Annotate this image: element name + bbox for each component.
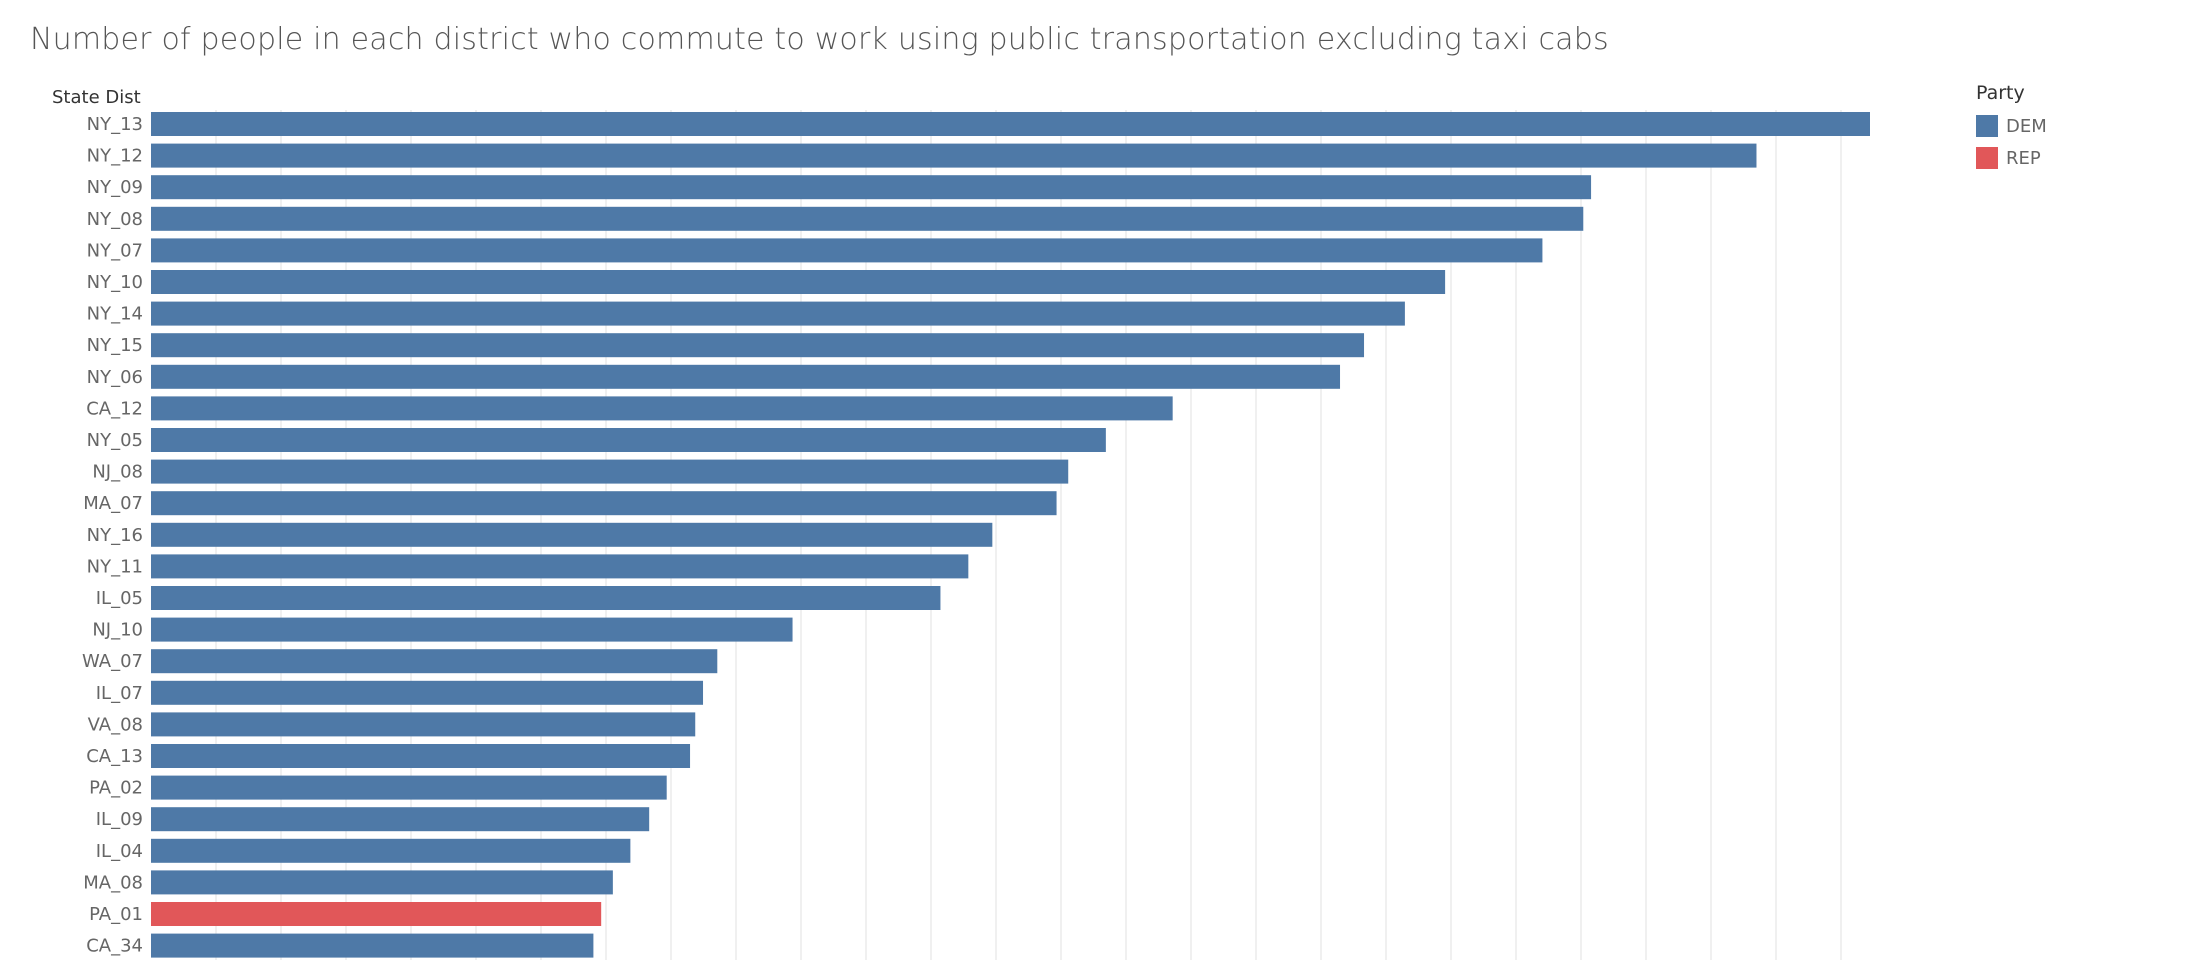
bar-ny-12[interactable] [151, 143, 1757, 168]
bar-ny-14[interactable] [151, 301, 1405, 326]
bar-pa-01[interactable] [151, 902, 602, 926]
category-label: NY_15 [87, 335, 143, 356]
bar-ny-16[interactable] [151, 522, 993, 547]
bar-ca-12[interactable] [151, 396, 1173, 421]
bar-wa-07[interactable] [151, 649, 718, 674]
bar-ny-15[interactable] [151, 333, 1365, 358]
category-label: NY_11 [87, 556, 143, 577]
bar-ny-09[interactable] [151, 175, 1592, 200]
bar-ma-07[interactable] [151, 491, 1057, 516]
bar-ca-34[interactable] [151, 933, 594, 958]
category-label: PA_01 [89, 904, 143, 925]
chart-title: Number of people in each district who co… [30, 22, 1609, 57]
bar-ny-10[interactable] [151, 270, 1446, 294]
legend-title: Party [1976, 82, 2025, 104]
legend-label-rep: REP [2006, 147, 2041, 169]
bar-il-04[interactable] [151, 838, 631, 863]
bar-pa-02[interactable] [151, 775, 667, 800]
category-label: VA_08 [88, 714, 143, 735]
bar-ny-06[interactable] [151, 364, 1341, 389]
category-label: WA_07 [82, 651, 143, 672]
bars [151, 112, 1870, 958]
bar-va-08[interactable] [151, 712, 696, 737]
bar-il-07[interactable] [151, 680, 704, 705]
bar-ny-05[interactable] [151, 428, 1106, 452]
category-label: PA_02 [89, 778, 143, 799]
category-label: MA_07 [83, 493, 143, 514]
category-label: NY_09 [87, 177, 143, 198]
legend-item-dem[interactable]: DEM [1976, 110, 2047, 142]
legend-swatch-dem [1976, 115, 1998, 137]
category-label: IL_04 [96, 841, 143, 862]
category-label: NY_05 [87, 430, 143, 451]
legend-label-dem: DEM [2006, 115, 2047, 137]
category-label: NY_16 [87, 525, 143, 546]
bar-ma-08[interactable] [151, 870, 613, 895]
bar-nj-08[interactable] [151, 459, 1069, 484]
category-label: CA_13 [86, 746, 143, 767]
bar-ny-11[interactable] [151, 554, 969, 579]
row-header: State Dist [52, 87, 141, 108]
category-label: CA_34 [86, 936, 143, 957]
category-label: NY_12 [87, 146, 143, 167]
category-label: IL_05 [96, 588, 143, 609]
bar-ny-07[interactable] [151, 238, 1543, 263]
category-label: NY_08 [87, 209, 143, 230]
category-label: NY_13 [87, 114, 143, 135]
legend-swatch-rep [1976, 147, 1998, 169]
bar-il-09[interactable] [151, 807, 650, 832]
category-label: NJ_10 [92, 620, 143, 641]
category-label: NY_07 [87, 240, 143, 261]
category-label: CA_12 [86, 398, 143, 419]
bar-ny-13[interactable] [151, 112, 1870, 136]
category-label: NY_06 [87, 367, 143, 388]
legend: Party DEM REP [1976, 82, 2047, 174]
bar-nj-10[interactable] [151, 617, 793, 642]
category-labels: NY_13 NY_12 NY_09 NY_08 NY_07 NY_10 NY_14 NY_15… [82, 114, 143, 957]
category-label: NY_14 [87, 304, 143, 325]
bar-ca-13[interactable] [151, 744, 691, 768]
legend-item-rep[interactable]: REP [1976, 142, 2047, 174]
category-label: MA_08 [83, 872, 143, 893]
bar-il-05[interactable] [151, 586, 941, 610]
category-label: IL_09 [96, 809, 143, 830]
category-label: IL_07 [96, 683, 143, 704]
bar-ny-08[interactable] [151, 206, 1584, 231]
category-label: NJ_08 [92, 462, 143, 483]
category-label: NY_10 [87, 272, 143, 293]
